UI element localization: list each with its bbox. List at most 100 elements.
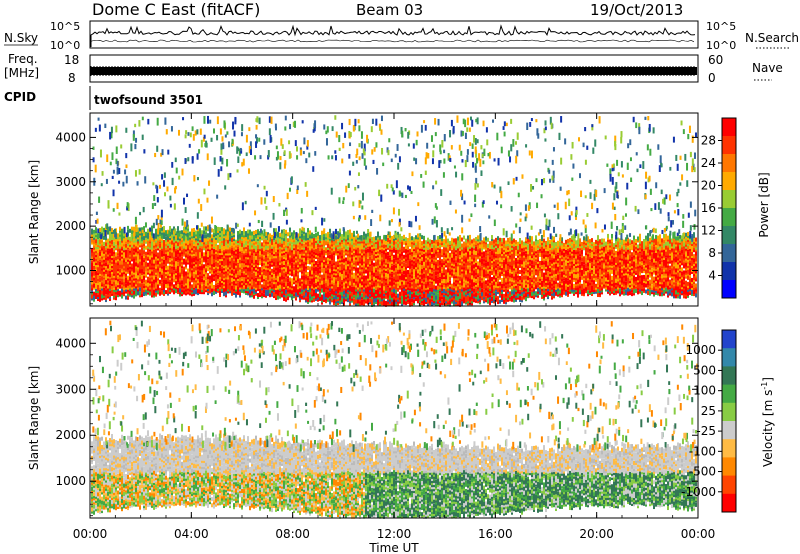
data-cell — [365, 233, 367, 238]
data-cell — [221, 247, 223, 252]
data-cell — [371, 237, 373, 242]
noise-strip: N.Sky 10^5 10^0 10^5 10^0 N.Search — [4, 20, 799, 52]
data-cell — [395, 289, 397, 294]
data-cell — [403, 262, 405, 267]
data-cell — [331, 260, 333, 265]
data-cell — [163, 240, 165, 245]
data-cell — [283, 282, 285, 287]
data-cell — [125, 249, 127, 254]
data-cell — [159, 227, 161, 232]
data-cell — [103, 227, 105, 232]
data-cell — [285, 277, 287, 282]
data-cell — [243, 243, 245, 248]
data-cell — [269, 293, 271, 298]
data-cell — [375, 272, 377, 277]
data-cell — [157, 240, 159, 245]
data-cell — [295, 250, 297, 255]
data-cell — [411, 298, 413, 303]
data-cell — [355, 295, 357, 300]
data-cell — [385, 234, 387, 239]
data-cell — [205, 276, 207, 281]
data-cell — [393, 258, 395, 263]
data-cell — [313, 297, 315, 302]
data-cell — [401, 274, 403, 279]
freq-tick-bottom: 8 — [68, 71, 76, 85]
noise-search-line — [90, 39, 695, 43]
power-heatmap — [91, 115, 697, 307]
data-cell — [315, 233, 317, 238]
data-cell — [311, 270, 313, 275]
data-cell — [239, 247, 241, 252]
data-cell — [305, 246, 307, 251]
data-cell — [195, 266, 197, 271]
data-cell — [149, 251, 151, 256]
data-cell — [277, 277, 279, 282]
data-cell — [147, 276, 149, 281]
data-cell — [349, 263, 351, 268]
data-cell — [275, 248, 277, 253]
data-cell — [95, 295, 97, 300]
data-cell — [121, 288, 123, 293]
data-cell — [151, 283, 153, 288]
data-cell — [355, 271, 357, 276]
data-cell — [345, 231, 347, 236]
data-cell — [329, 254, 331, 259]
data-cell — [285, 235, 287, 240]
data-cell — [299, 254, 301, 259]
data-cell — [273, 284, 275, 289]
data-cell — [119, 284, 121, 289]
data-cell — [325, 267, 327, 272]
data-cell — [365, 249, 367, 254]
data-cell — [145, 279, 147, 284]
data-cell — [115, 252, 117, 257]
data-cell — [311, 262, 313, 267]
data-cell — [189, 267, 191, 272]
data-cell — [343, 272, 345, 277]
data-cell — [273, 228, 275, 233]
data-cell — [287, 232, 289, 237]
data-cell — [139, 287, 141, 292]
data-cell — [257, 229, 259, 234]
data-cell — [143, 226, 145, 231]
data-cell — [199, 284, 201, 289]
data-cell — [313, 237, 315, 242]
data-cell — [261, 284, 263, 289]
data-cell — [247, 229, 249, 234]
data-cell — [161, 282, 163, 287]
data-cell — [341, 297, 343, 302]
data-cell — [169, 226, 171, 231]
data-cell — [373, 262, 375, 267]
data-cell — [299, 228, 301, 233]
data-cell — [391, 277, 393, 282]
data-cell — [375, 236, 377, 241]
freq-label: Freq. — [8, 52, 38, 66]
data-cell — [365, 275, 367, 280]
data-cell — [239, 263, 241, 268]
nave-tick-bottom: 0 — [708, 71, 716, 85]
data-cell — [133, 290, 135, 295]
data-cell — [169, 244, 171, 249]
data-cell — [353, 272, 355, 277]
data-cell — [323, 296, 325, 301]
data-cell — [373, 266, 375, 271]
data-cell — [295, 286, 297, 291]
data-cell — [329, 278, 331, 283]
data-cell — [387, 251, 389, 256]
data-cell — [275, 228, 277, 233]
data-cell — [307, 291, 309, 296]
data-cell — [139, 291, 141, 296]
data-cell — [335, 249, 337, 254]
data-cell — [285, 289, 287, 294]
data-cell — [141, 283, 143, 288]
data-cell — [173, 246, 175, 251]
data-cell — [111, 248, 113, 253]
data-cell — [145, 261, 147, 266]
data-cell — [387, 237, 389, 242]
data-cell — [119, 268, 121, 273]
data-cell — [349, 277, 351, 282]
data-cell — [143, 266, 145, 271]
data-cell — [383, 290, 385, 295]
data-cell — [317, 267, 319, 272]
data-cell — [235, 239, 237, 244]
data-cell — [373, 288, 375, 293]
